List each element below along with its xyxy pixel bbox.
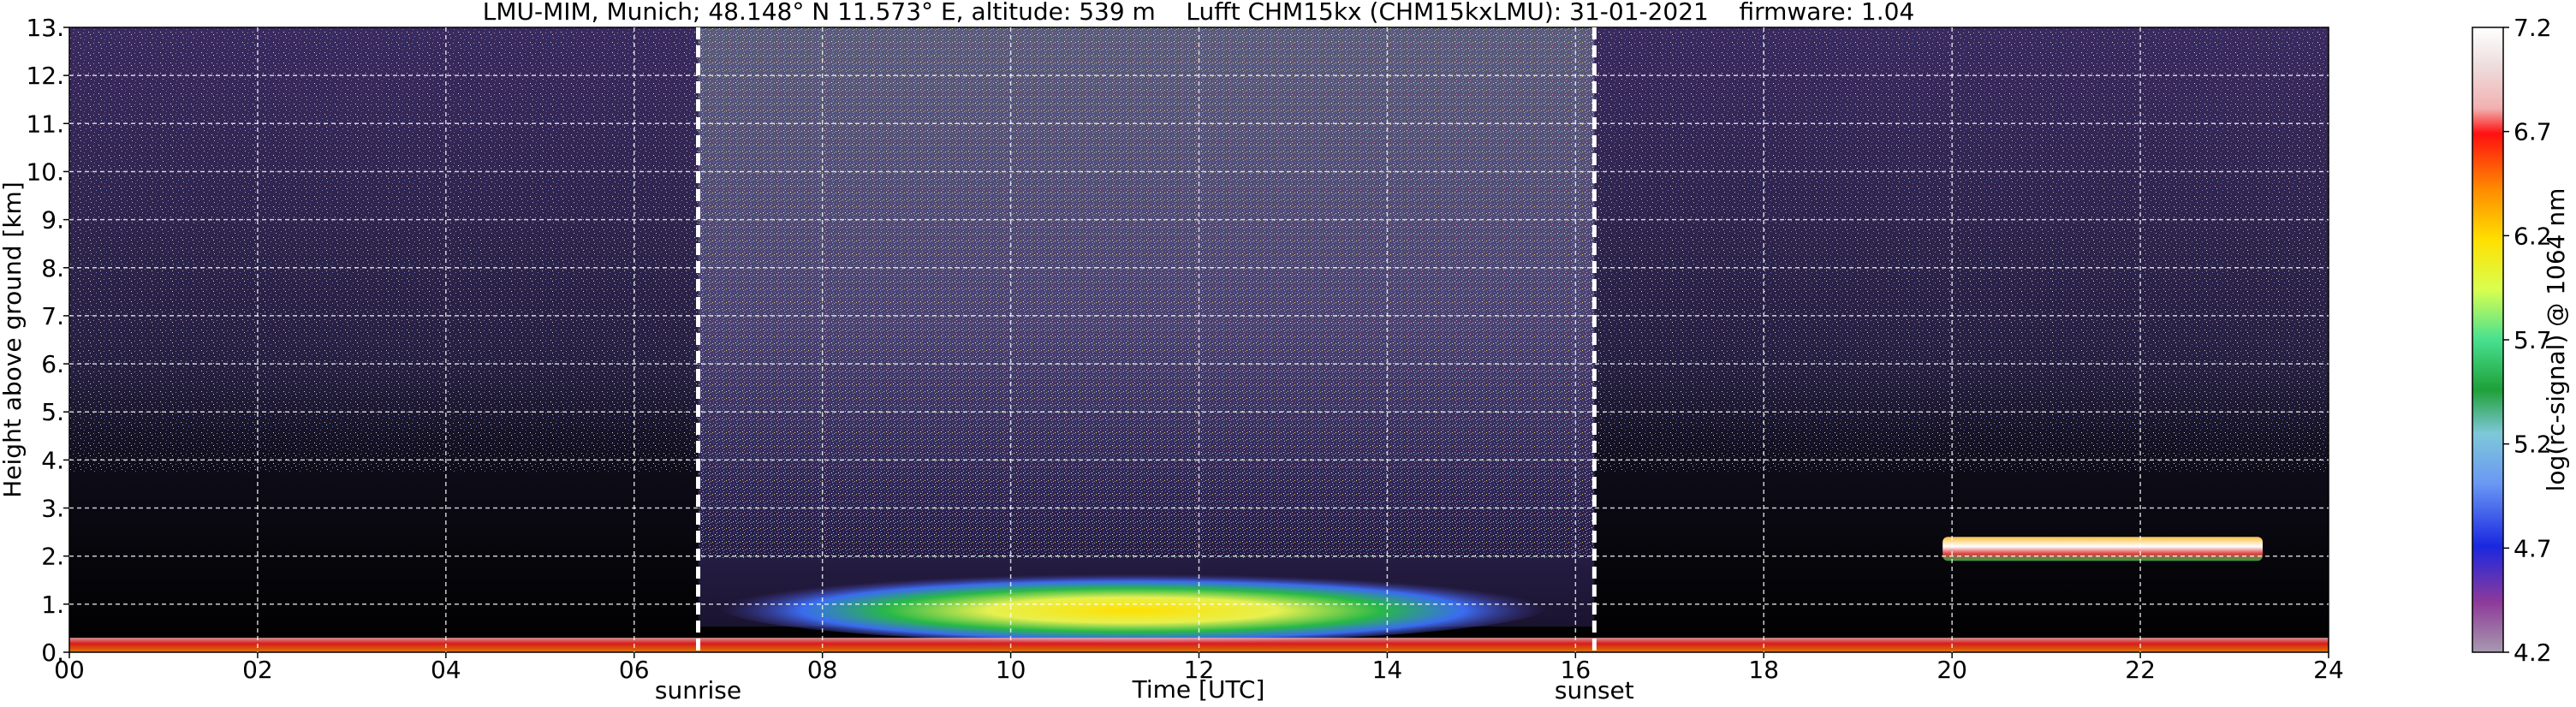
x-tick-label: 04	[431, 656, 461, 684]
x-tick-label: 22	[2125, 656, 2156, 684]
y-tick-label: 12.	[26, 62, 64, 90]
y-tick-label: 0.	[41, 639, 64, 667]
x-tick-label: 24	[2313, 656, 2344, 684]
colorbar-tick-label: 4.2	[2514, 639, 2552, 667]
y-axis-label: Height above ground [km]	[0, 181, 27, 498]
x-tick-label: 14	[1372, 656, 1403, 684]
sun-event-label: sunset	[1555, 676, 1634, 704]
sun-event-label: sunrise	[655, 676, 741, 704]
y-tick-label: 1.	[41, 591, 64, 619]
x-tick-label: 08	[807, 656, 838, 684]
colorbar-tick-label: 6.7	[2514, 118, 2552, 146]
y-tick-label: 9.	[41, 206, 64, 235]
y-axis-ticks: 0. 1. 2. 3. 4. 5. 6. 7. 8. 9. 10. 11. 12. 13.	[26, 14, 69, 667]
x-tick-label: 10	[996, 656, 1026, 684]
x-tick-label: 02	[242, 656, 273, 684]
y-tick-label: 4.	[41, 446, 64, 474]
y-tick-label: 10.	[26, 157, 64, 186]
y-tick-label: 13.	[26, 14, 64, 42]
y-tick-label: 7.	[41, 302, 64, 330]
sun-event-markers: sunrise sunset	[655, 27, 1634, 704]
y-tick-label: 3.	[41, 495, 64, 523]
x-axis-ticks: 00 02 04 06 08 10 12 14 16 18 20 22 24	[54, 652, 2344, 684]
colorbar-gradient	[2472, 27, 2504, 653]
colorbar-ticks: 4.2 4.7 5.2 5.7 6.2 6.7 7.2	[2503, 14, 2552, 667]
x-tick-label: 12	[1184, 656, 1215, 684]
y-tick-label: 11.	[26, 110, 64, 138]
y-tick-label: 5.	[41, 398, 64, 426]
x-tick-label: 20	[1936, 656, 1967, 684]
x-tick-label: 16	[1561, 656, 1591, 684]
grid-lines	[69, 27, 2329, 652]
y-tick-label: 8.	[41, 254, 64, 282]
colorbar-label: log(rc-signal) @ 1064 nm	[2542, 188, 2570, 492]
x-tick-label: 18	[1748, 656, 1779, 684]
colorbar-tick-label: 6.2	[2514, 222, 2552, 250]
aerosol-layer	[718, 570, 1548, 643]
x-tick-label: 06	[619, 656, 650, 684]
daytime-noise-speckle	[698, 27, 1595, 558]
x-tick-label: 00	[54, 656, 85, 684]
chart-title: LMU-MIM, Munich; 48.148° N 11.573° E, al…	[483, 0, 1915, 26]
x-axis-label: Time [UTC]	[1132, 675, 1265, 704]
cloud-layer	[1942, 537, 2264, 561]
colorbar-tick-label: 5.7	[2514, 326, 2552, 354]
colorbar-tick-label: 7.2	[2514, 14, 2552, 42]
y-tick-label: 2.	[41, 543, 64, 571]
colorbar-tick-label: 4.7	[2514, 534, 2552, 562]
colorbar-tick-label: 5.2	[2514, 431, 2552, 459]
y-tick-label: 6.	[41, 350, 64, 378]
colorbar: 4.2 4.7 5.2 5.7 6.2 6.7 7.2 log(rc-signal) @ 1…	[2472, 14, 2570, 667]
